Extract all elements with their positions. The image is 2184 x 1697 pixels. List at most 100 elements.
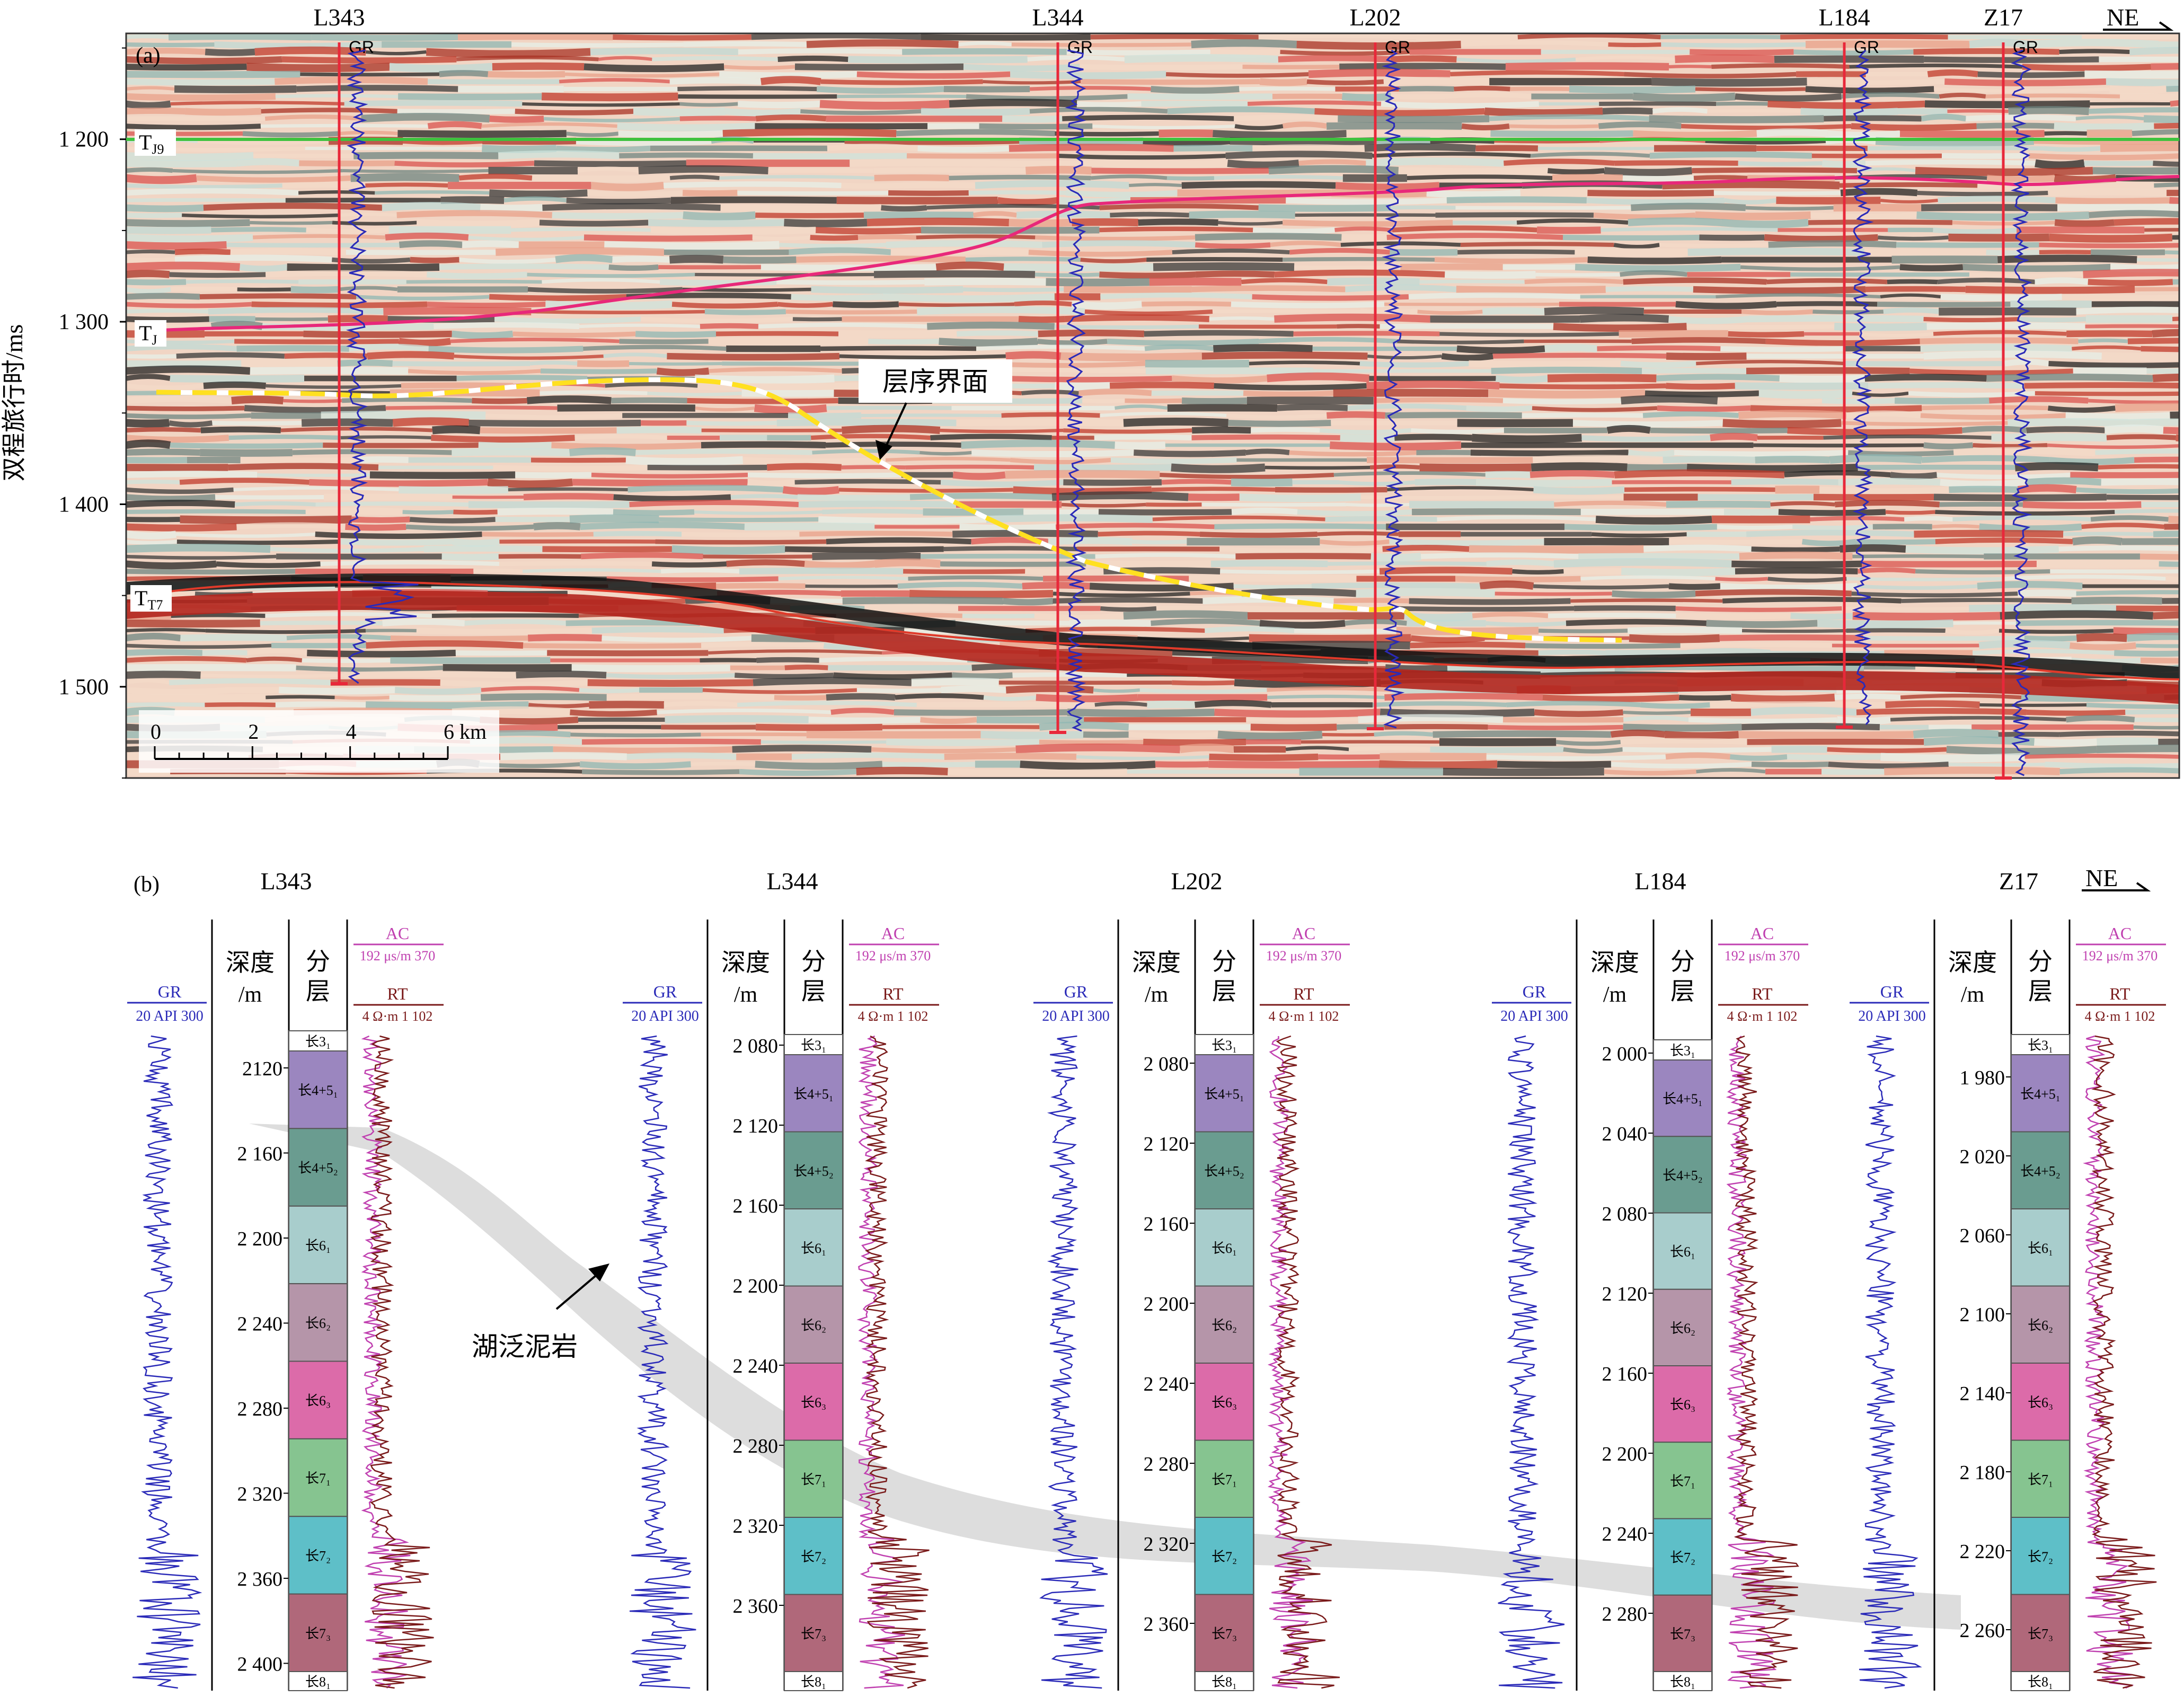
zone-cell — [784, 1054, 843, 1133]
ac-scale: 192 μs/m 370 — [2082, 948, 2158, 964]
rt-scale: 4 Ω·m 1 102 — [1727, 1009, 1798, 1024]
zone-cell — [1195, 1208, 1254, 1287]
zone-cell — [1653, 1442, 1712, 1519]
zone-cell — [288, 1671, 348, 1691]
zone-label: 长6₁ — [305, 1238, 331, 1253]
ac-scale: 192 μs/m 370 — [1266, 948, 1342, 964]
rt-header: RT — [883, 984, 904, 1003]
zone-label: 长7₃ — [1670, 1627, 1695, 1642]
zone-cell — [1653, 1136, 1712, 1214]
zone-label: 长3₁ — [2028, 1038, 2053, 1053]
gr-scale: 20 API 300 — [1042, 1008, 1110, 1024]
depth-header: 深度 — [1590, 949, 1639, 976]
depth-tick-label: 2120 — [242, 1058, 282, 1080]
zone-label: 长6₂ — [305, 1315, 331, 1331]
well-column-L202: L202 GR 20 API 300 深度/m 分层 AC 192 μs/m 370 RT 4 … — [1033, 868, 1350, 1691]
depth-tick-label: 2 360 — [733, 1595, 779, 1618]
horizon-tt7 — [138, 581, 2180, 680]
zone-label: 长7₁ — [1670, 1473, 1695, 1489]
zone-cell — [1653, 1288, 1712, 1366]
zone-cell — [1195, 1439, 1254, 1518]
zone-label: 长8₁ — [305, 1674, 331, 1690]
zone-cell — [1195, 1594, 1254, 1672]
zone-cell — [2011, 1054, 2070, 1133]
zone-label: 长7₂ — [2028, 1549, 2053, 1565]
rt-header: RT — [387, 984, 408, 1003]
svg-text:层序界面: 层序界面 — [882, 367, 988, 396]
sequence-boundary-line-white — [156, 377, 1622, 643]
y-tick-label: 1 300 — [59, 310, 109, 334]
seismic-panel: (a) 1 200 1 300 1 400 1 500 双程旅行时/ms TJ9 TJ… — [1, 4, 2180, 780]
zone-label: 长4+5₂ — [2020, 1163, 2061, 1179]
well-name: L202 — [1171, 868, 1222, 895]
rt-header: RT — [1294, 984, 1314, 1003]
zone-cell — [784, 1363, 843, 1441]
depth-tick-label: 2 220 — [1960, 1541, 2005, 1563]
zone-label: 长4+5₂ — [793, 1163, 834, 1179]
rt-header: RT — [1752, 984, 1773, 1003]
zone-cell — [1195, 1131, 1254, 1209]
svg-text:NE: NE — [2085, 864, 2118, 891]
ac-log-curve — [856, 1035, 905, 1689]
seismic-well-name: Z17 — [1984, 4, 2023, 31]
gr-curve — [346, 49, 419, 684]
zone-label: 长6₃ — [305, 1393, 331, 1409]
zone-cell — [2011, 1363, 2070, 1441]
depth-tick-label: 2 280 — [1144, 1453, 1189, 1475]
depth-unit: /m — [1961, 983, 1985, 1007]
svg-text:湖泛泥岩: 湖泛泥岩 — [472, 1332, 578, 1362]
zone-label: 长3₁ — [305, 1034, 331, 1049]
rt-log-curve — [864, 1035, 930, 1689]
depth-tick-label: 2 080 — [1602, 1203, 1648, 1225]
depth-unit: /m — [238, 983, 262, 1007]
zone-label: 长4+5₁ — [298, 1083, 338, 1098]
well-panel-label: (b) — [134, 872, 160, 897]
gr-header: GR — [1880, 982, 1904, 1001]
gr-log-curve — [1498, 1035, 1565, 1689]
depth-tick-label: 2 020 — [1960, 1146, 2005, 1168]
zone-label: 长4+5₁ — [2020, 1086, 2061, 1102]
depth-header: 深度 — [721, 949, 770, 976]
scale-bar: 0 2 4 6 km — [139, 710, 499, 773]
depth-tick-label: 2 320 — [1144, 1533, 1189, 1555]
horizon-label-tt7: TT7 — [130, 585, 172, 613]
ac-header: AC — [386, 924, 409, 943]
gr-scale: 20 API 300 — [631, 1008, 699, 1024]
depth-unit: /m — [1145, 983, 1169, 1007]
depth-tick-label: 2 160 — [1602, 1363, 1648, 1385]
direction-arrow-b: NE — [2082, 864, 2151, 891]
layer-header: 分 — [1212, 948, 1236, 975]
zone-label: 长7₁ — [2028, 1472, 2053, 1487]
depth-tick-label: 1 980 — [1960, 1067, 2005, 1089]
seismic-frame — [125, 32, 2180, 779]
rt-header: RT — [2110, 984, 2130, 1003]
zone-label: 长7₃ — [305, 1626, 331, 1641]
depth-tick-label: 2 320 — [733, 1515, 779, 1537]
depth-tick-label: 2 200 — [237, 1228, 283, 1250]
depth-tick-label: 2 120 — [1602, 1283, 1648, 1305]
zone-cell — [784, 1285, 843, 1364]
layer-header-2: 层 — [801, 978, 826, 1005]
depth-tick-label: 2 060 — [1960, 1225, 2005, 1247]
rt-scale: 4 Ω·m 1 102 — [2085, 1009, 2155, 1024]
zone-label: 长4+5₂ — [298, 1161, 338, 1176]
zone-cell — [784, 1208, 843, 1287]
zone-cell — [1195, 1517, 1254, 1595]
well-column-L344: L344 GR 20 API 300 深度/m 分层 AC 192 μs/m 370 RT 4 … — [623, 868, 939, 1691]
depth-tick-label: 2 240 — [733, 1355, 779, 1377]
zone-cell — [1195, 1363, 1254, 1441]
depth-tick-label: 2 140 — [1960, 1383, 2005, 1405]
depth-tick-label: 2 040 — [1602, 1123, 1648, 1145]
lake-flooding-mudstone-band — [249, 1124, 1961, 1630]
ac-scale: 192 μs/m 370 — [360, 948, 436, 964]
zone-label: 长6₃ — [2028, 1395, 2053, 1410]
ac-log-curve — [361, 1035, 411, 1689]
scale-label: 4 — [346, 720, 357, 744]
gr-curve-label: GR — [1854, 38, 1879, 57]
ac-header: AC — [1750, 924, 1774, 943]
zone-label: 长7₂ — [305, 1548, 331, 1563]
zone-cell — [288, 1128, 348, 1207]
seismic-well-L343: L343 GR — [313, 4, 419, 685]
zone-label: 长4+5₂ — [1663, 1168, 1703, 1183]
zone-label: 长3₁ — [801, 1038, 826, 1053]
